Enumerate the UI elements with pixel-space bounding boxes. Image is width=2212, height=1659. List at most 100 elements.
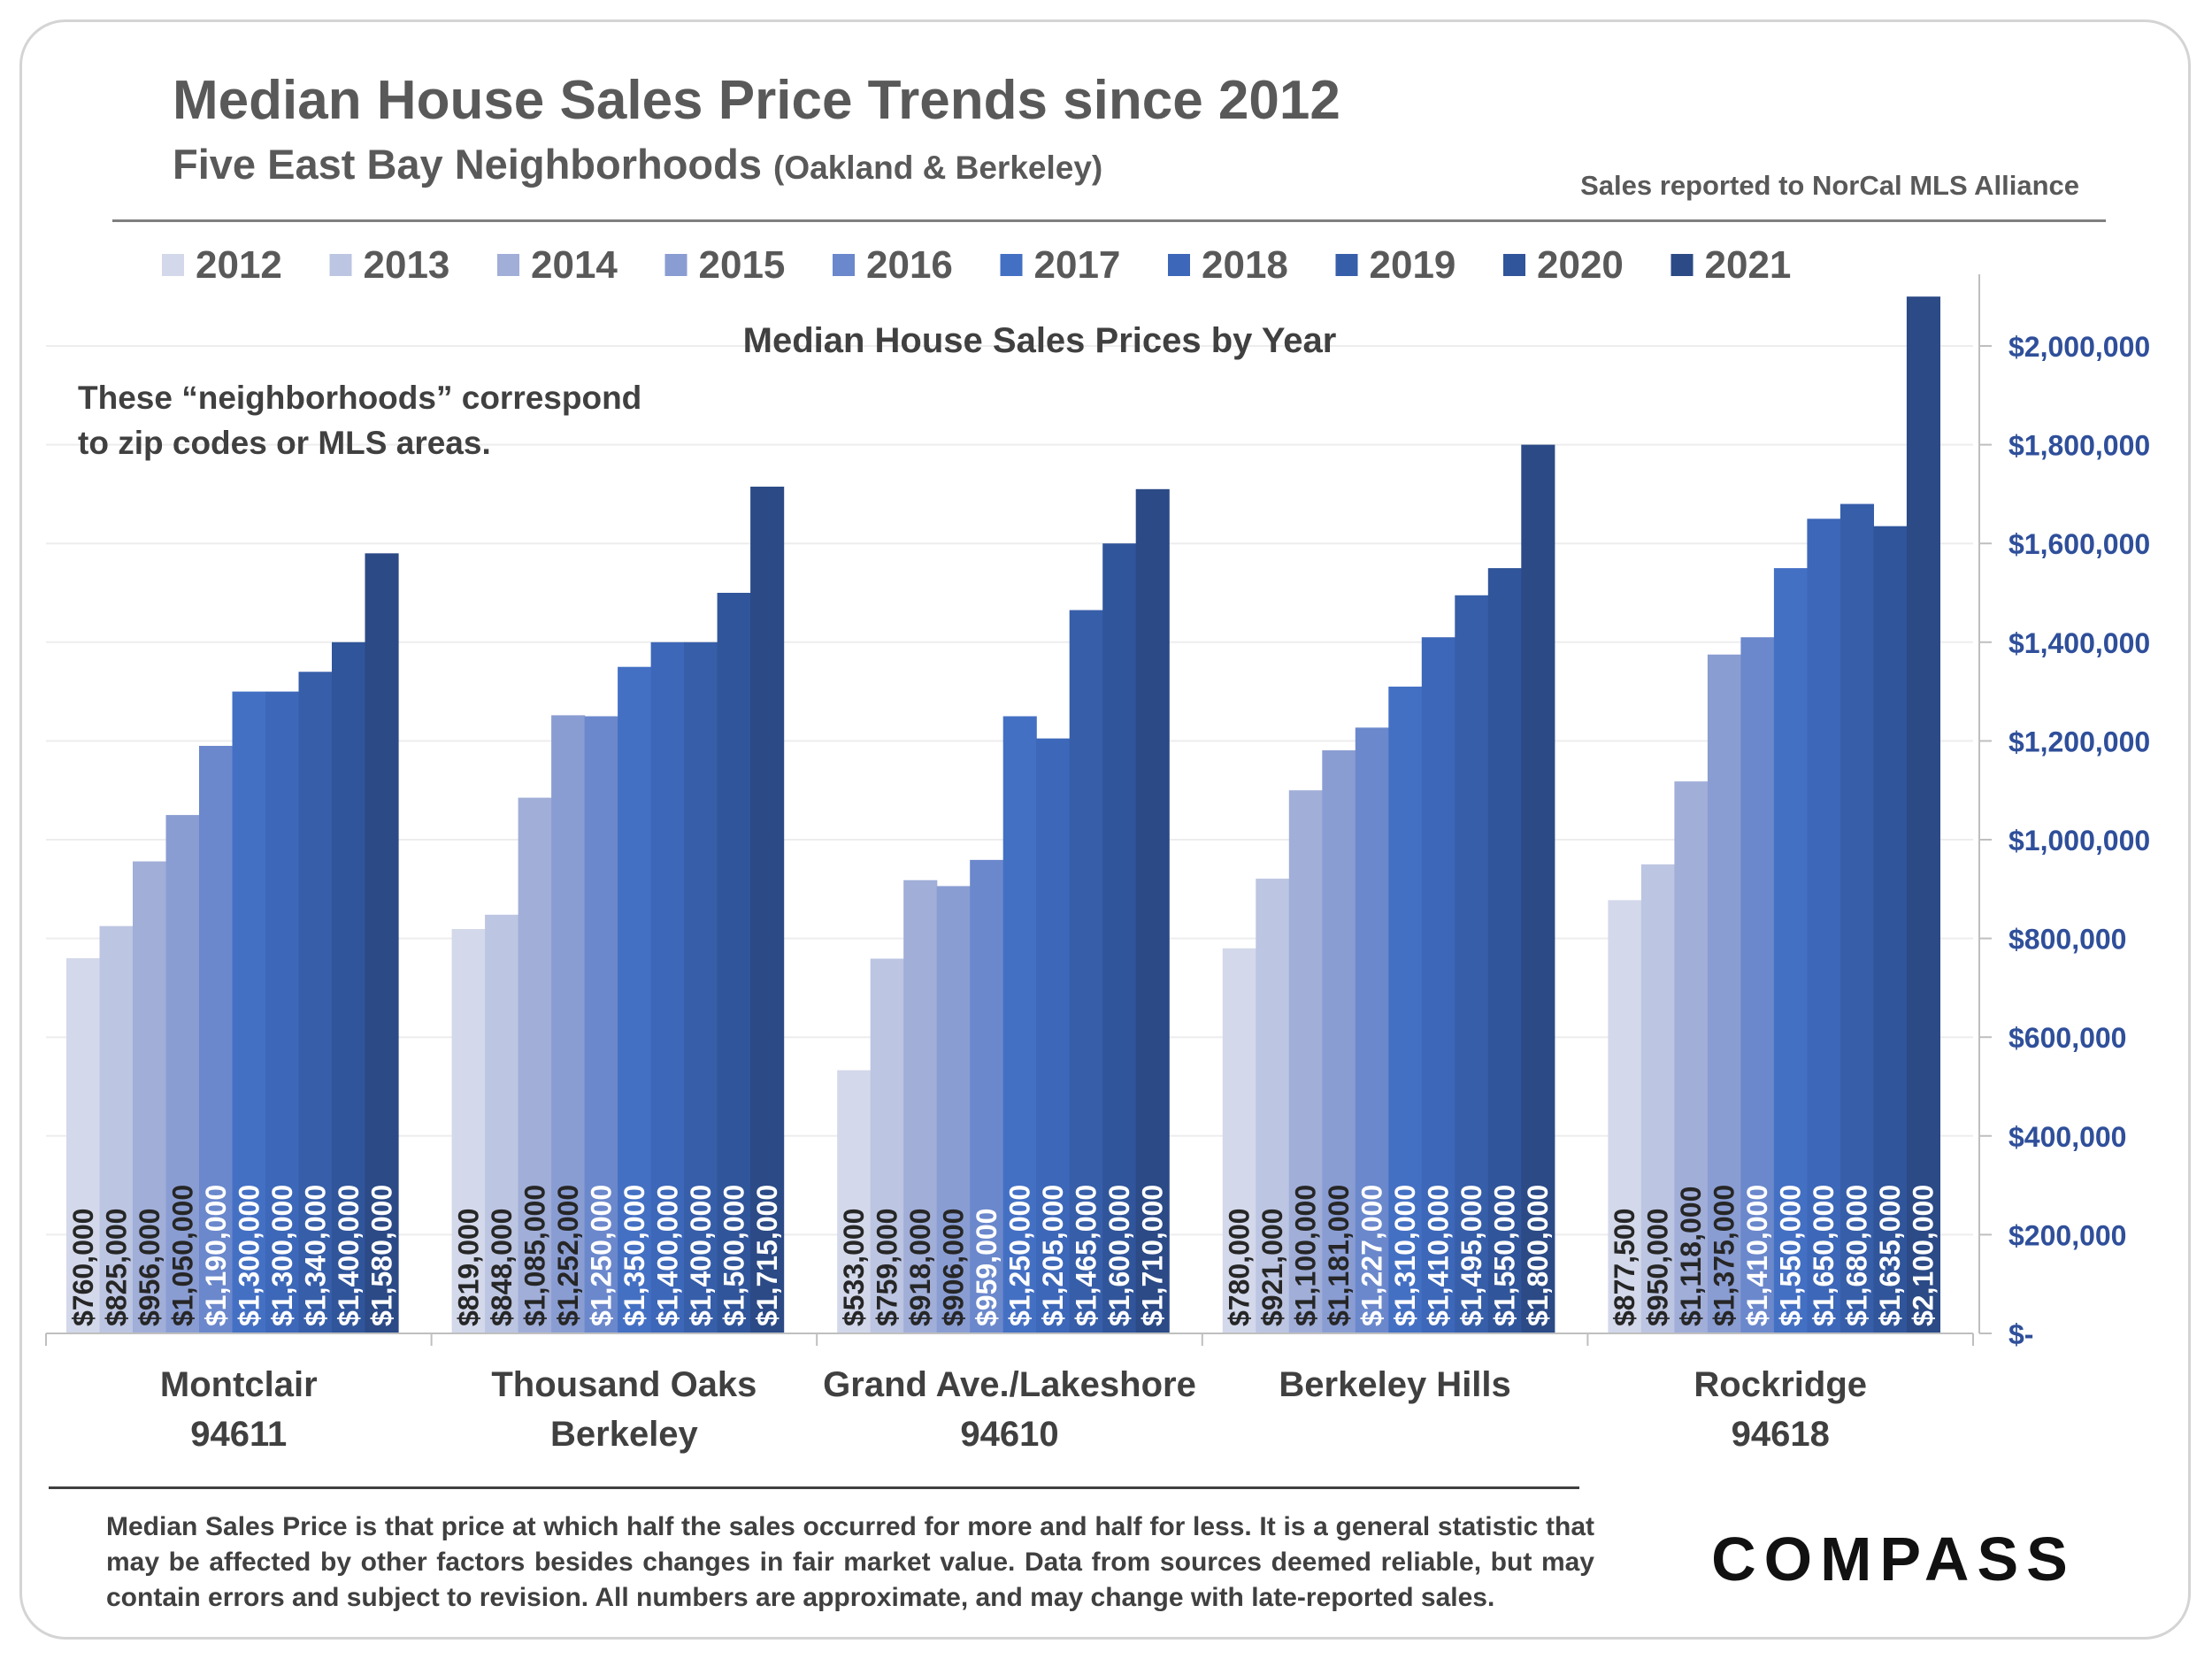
bar-2016 <box>1740 637 1775 1333</box>
data-label: $1,635,000 <box>1874 1185 1906 1326</box>
bar-2014 <box>518 797 552 1333</box>
bar-2012 <box>837 1070 872 1333</box>
data-label: $1,181,000 <box>1323 1185 1355 1326</box>
bar-2016 <box>1355 727 1389 1333</box>
legend-swatch <box>497 254 519 276</box>
data-label: $1,710,000 <box>1136 1185 1168 1326</box>
bar-2021 <box>1521 444 1555 1334</box>
y-tick-label: $1,200,000 <box>2008 726 2150 757</box>
bar-2017 <box>1002 716 1037 1333</box>
bar-2021 <box>750 487 785 1333</box>
data-label: $759,000 <box>871 1209 902 1326</box>
bar-chart: $760,000 $825,000 $956,000 $1,050,000 $1,190… <box>45 243 2150 1454</box>
bar-2021 <box>1906 296 1940 1334</box>
data-label: $1,500,000 <box>718 1185 749 1326</box>
bar-2012 <box>451 928 486 1333</box>
category-label: 94610 <box>960 1415 1058 1454</box>
legend-label: 2014 <box>531 243 618 287</box>
y-tick-label: $1,400,000 <box>2008 627 2150 659</box>
data-label: $848,000 <box>486 1209 518 1326</box>
category-label: Berkeley Hills <box>1279 1365 1510 1404</box>
data-label: $1,300,000 <box>266 1185 298 1326</box>
data-label: $1,650,000 <box>1808 1185 1839 1326</box>
data-label: $1,400,000 <box>685 1185 717 1326</box>
category-label: 94611 <box>190 1415 287 1454</box>
bar-2020 <box>332 641 366 1333</box>
data-label: $1,250,000 <box>1003 1185 1035 1326</box>
legend-label: 2018 <box>1202 243 1288 287</box>
bar-2020 <box>717 593 751 1333</box>
bar-2015 <box>551 715 586 1333</box>
data-label: $1,375,000 <box>1709 1185 1740 1326</box>
compass-logo-text: COMPASS <box>1711 1525 2076 1594</box>
data-label: $1,715,000 <box>751 1185 783 1326</box>
data-label: $921,000 <box>1256 1209 1288 1326</box>
legend-label: 2012 <box>196 243 282 287</box>
y-tick-label: $400,000 <box>2008 1121 2126 1153</box>
data-label: $1,800,000 <box>1522 1185 1554 1326</box>
y-tick-label: $- <box>2008 1318 2033 1350</box>
y-tick-label: $600,000 <box>2008 1022 2126 1054</box>
bar-2013 <box>99 926 134 1333</box>
neighborhood-note-line2: to zip codes or MLS areas. <box>78 425 491 461</box>
bar-2013 <box>1256 879 1290 1333</box>
category-label: 94618 <box>1732 1415 1830 1454</box>
data-label: $950,000 <box>1642 1209 1674 1326</box>
bar-2017 <box>1773 568 1808 1333</box>
category-label: Rockridge <box>1694 1365 1867 1404</box>
chart-title: Median House Sales Price Trends since 20… <box>173 70 1340 131</box>
bar-2018 <box>265 691 300 1333</box>
data-label: $2,100,000 <box>1908 1185 1939 1326</box>
bar-2012 <box>1608 900 1642 1333</box>
bar-2015 <box>165 815 200 1333</box>
header-divider <box>112 219 2106 222</box>
data-label: $1,410,000 <box>1423 1185 1455 1326</box>
bar-2013 <box>1640 864 1675 1333</box>
bar-2016 <box>970 859 1004 1333</box>
data-label: $1,495,000 <box>1455 1185 1487 1326</box>
bar-2018 <box>1807 518 1841 1333</box>
bar-2018 <box>650 641 685 1333</box>
bar-2018 <box>1036 738 1071 1333</box>
bar-2017 <box>232 691 266 1333</box>
legend-swatch <box>664 254 687 276</box>
legend-swatch <box>833 254 855 276</box>
bar-2020 <box>1873 526 1908 1333</box>
legend-label: 2021 <box>1705 243 1792 287</box>
data-label: $1,100,000 <box>1290 1185 1322 1326</box>
data-label: $533,000 <box>838 1209 870 1326</box>
neighborhood-note: These “neighborhoods” correspond to zip … <box>78 375 641 465</box>
data-label: $1,340,000 <box>299 1185 331 1326</box>
plot-title: Median House Sales Prices by Year <box>743 321 1337 360</box>
data-label: $1,680,000 <box>1841 1185 1873 1326</box>
category-label: Thousand Oaks <box>491 1365 757 1404</box>
y-tick-label: $1,600,000 <box>2008 528 2150 560</box>
data-label: $1,118,000 <box>1675 1187 1707 1326</box>
y-tick-label: $800,000 <box>2008 924 2126 956</box>
bar-2016 <box>584 716 618 1333</box>
data-label: $1,205,000 <box>1037 1185 1069 1326</box>
bar-2019 <box>1069 610 1103 1333</box>
data-label: $1,600,000 <box>1103 1185 1135 1326</box>
data-label: $1,085,000 <box>518 1185 550 1326</box>
bar-2019 <box>298 672 333 1333</box>
legend-label: 2020 <box>1537 243 1624 287</box>
data-label: $918,000 <box>904 1209 936 1326</box>
data-label: $1,310,000 <box>1389 1185 1421 1326</box>
data-label: $959,000 <box>971 1209 1002 1326</box>
bar-2019 <box>1455 595 1489 1333</box>
legend-swatch <box>1168 254 1190 276</box>
data-label: $1,350,000 <box>618 1185 650 1326</box>
data-label: $877,500 <box>1609 1209 1640 1326</box>
data-label: $1,227,000 <box>1356 1185 1388 1326</box>
legend-label: 2013 <box>364 243 450 287</box>
bar-2019 <box>1839 503 1874 1333</box>
data-label: $1,400,000 <box>651 1185 683 1326</box>
bar-2019 <box>684 641 718 1333</box>
category-label: Grand Ave./Lakeshore <box>823 1365 1196 1404</box>
legend-swatch <box>1671 254 1694 276</box>
bar-2020 <box>1102 543 1137 1333</box>
legend-label: 2015 <box>699 243 786 287</box>
bar-2021 <box>365 553 399 1333</box>
category-label: Berkeley <box>550 1415 699 1454</box>
